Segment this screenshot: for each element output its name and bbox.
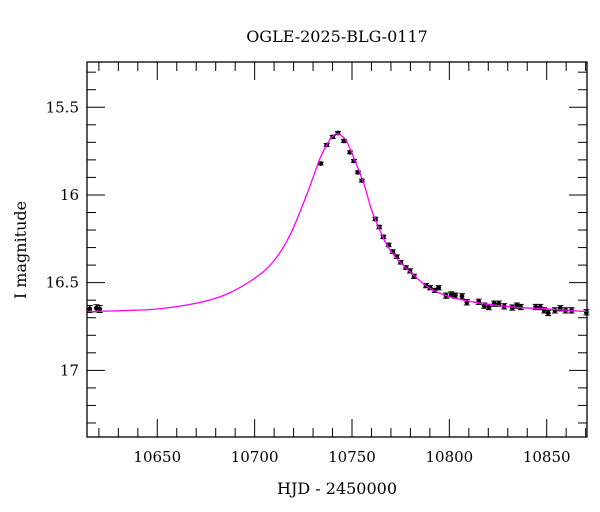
point-marker [318, 161, 324, 166]
chart-title: OGLE-2025-BLG-0117 [246, 27, 428, 46]
axis-ticks [87, 62, 587, 437]
point-marker [97, 306, 103, 312]
data-point [551, 307, 558, 314]
data-point [435, 285, 442, 291]
point-marker [452, 293, 458, 299]
x-tick-label: 10800 [425, 448, 473, 466]
point-marker [436, 285, 442, 291]
y-axis-label: I magnitude [11, 201, 30, 299]
x-tick-label: 10750 [328, 448, 376, 466]
point-marker [87, 306, 93, 312]
y-tick-label: 16 [60, 186, 79, 204]
plot-area [86, 130, 590, 317]
x-tick-label: 10650 [133, 448, 181, 466]
model-curve [86, 132, 588, 313]
plot-frame [86, 61, 588, 438]
tick-labels: 10650 10700 10750 10800 10850 15.5 16 16.5 17 [46, 98, 571, 466]
x-axis-label: HJD - 2450000 [277, 479, 397, 498]
y-tick-label: 16.5 [46, 274, 79, 292]
point-marker [545, 310, 551, 316]
data-point [317, 161, 324, 166]
y-tick-label: 17 [60, 361, 79, 379]
y-tick-label: 15.5 [46, 98, 79, 116]
point-marker [486, 304, 492, 310]
x-tick-label: 10700 [231, 448, 279, 466]
data-point [545, 309, 552, 317]
point-marker [552, 307, 558, 313]
x-tick-label: 10850 [523, 448, 571, 466]
data-point [459, 293, 465, 300]
data-point [347, 149, 354, 155]
point-marker [496, 301, 502, 307]
point-marker [459, 293, 465, 299]
